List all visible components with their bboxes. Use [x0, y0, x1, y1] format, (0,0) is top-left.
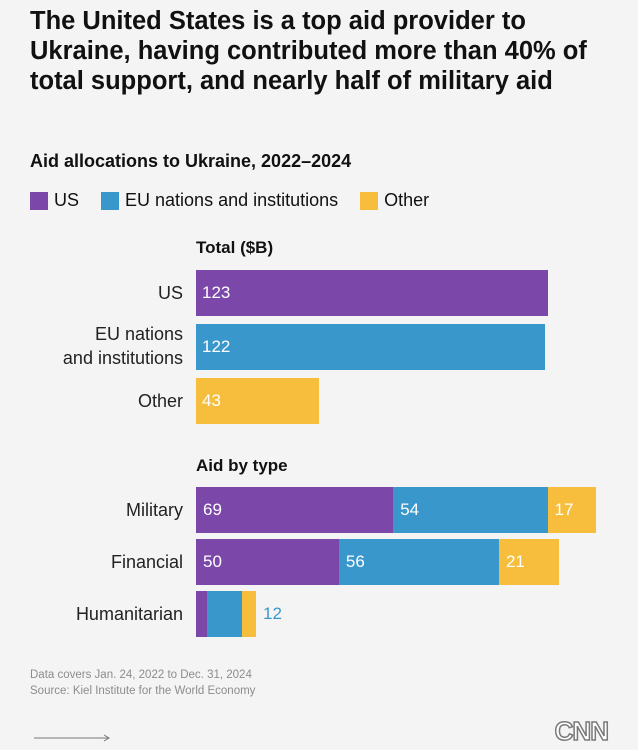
bar-financial-eu [338, 539, 499, 585]
legend-item-other: Other [360, 190, 429, 211]
bar-military-eu [393, 487, 548, 533]
value-financial-us: 50 [203, 552, 222, 571]
arrow-right-icon[interactable] [34, 733, 114, 743]
footnote-source: Source: Kiel Institute for the World Eco… [30, 685, 256, 697]
value-military-eu: 54 [400, 500, 420, 519]
total-value-eu: 122 [202, 337, 231, 356]
legend-swatch-us [30, 191, 48, 210]
value-financial-eu: 56 [345, 552, 365, 571]
total-value-other: 43 [202, 391, 221, 410]
row-label-eu-line2: and institutions [62, 348, 183, 368]
row-label-other-text: Other [137, 391, 183, 411]
value-humanitarian-other: 12 [263, 604, 282, 623]
row-label-us-text: US [157, 283, 183, 303]
total-value-us: 123 [202, 283, 231, 302]
footnote-coverage: Data covers Jan. 24, 2022 to Dec. 31, 20… [30, 669, 252, 681]
value-military-other: 17 [554, 500, 574, 519]
bar-military-us [196, 487, 394, 533]
chart-title: The United States is a top aid provider … [30, 7, 587, 95]
total-bar-us [196, 270, 548, 316]
legend-label-us: US [54, 190, 80, 210]
cnn-logo: CNN [554, 715, 610, 747]
row-label-eu: EU nations and institutions [63, 322, 183, 370]
section-title-by-type: Aid by type [196, 456, 288, 475]
bar-humanitarian-eu [207, 591, 242, 637]
row-label-financial: Financial [110, 552, 183, 572]
bar-military-other [547, 487, 597, 533]
legend: US EU nations and institutions Other [30, 190, 451, 211]
total-bar-other [196, 378, 319, 424]
row-label-other: Other [138, 389, 183, 413]
value-financial-other: 21 [505, 552, 525, 571]
legend-item-us: US [30, 190, 79, 211]
legend-swatch-other [360, 191, 379, 210]
chart-subtitle: Aid allocations to Ukraine, 2022–2024 [30, 151, 352, 171]
total-bar-eu [196, 324, 545, 370]
legend-label-eu: EU nations and institutions [125, 190, 339, 210]
value-military-us: 69 [203, 500, 222, 519]
legend-label-other: Other [384, 190, 430, 210]
bar-humanitarian-other [241, 591, 256, 637]
bar-financial-other [498, 539, 559, 585]
section-title-total: Total ($B) [196, 238, 274, 257]
row-label-humanitarian: Humanitarian [75, 604, 183, 624]
bar-humanitarian-us [196, 591, 208, 637]
row-label-eu-line1: EU nations [94, 324, 183, 344]
legend-item-eu: EU nations and institutions [101, 190, 338, 211]
row-label-military: Military [126, 500, 183, 520]
bar-financial-us [196, 539, 339, 585]
row-label-us: US [158, 281, 183, 305]
legend-swatch-eu [101, 191, 120, 210]
